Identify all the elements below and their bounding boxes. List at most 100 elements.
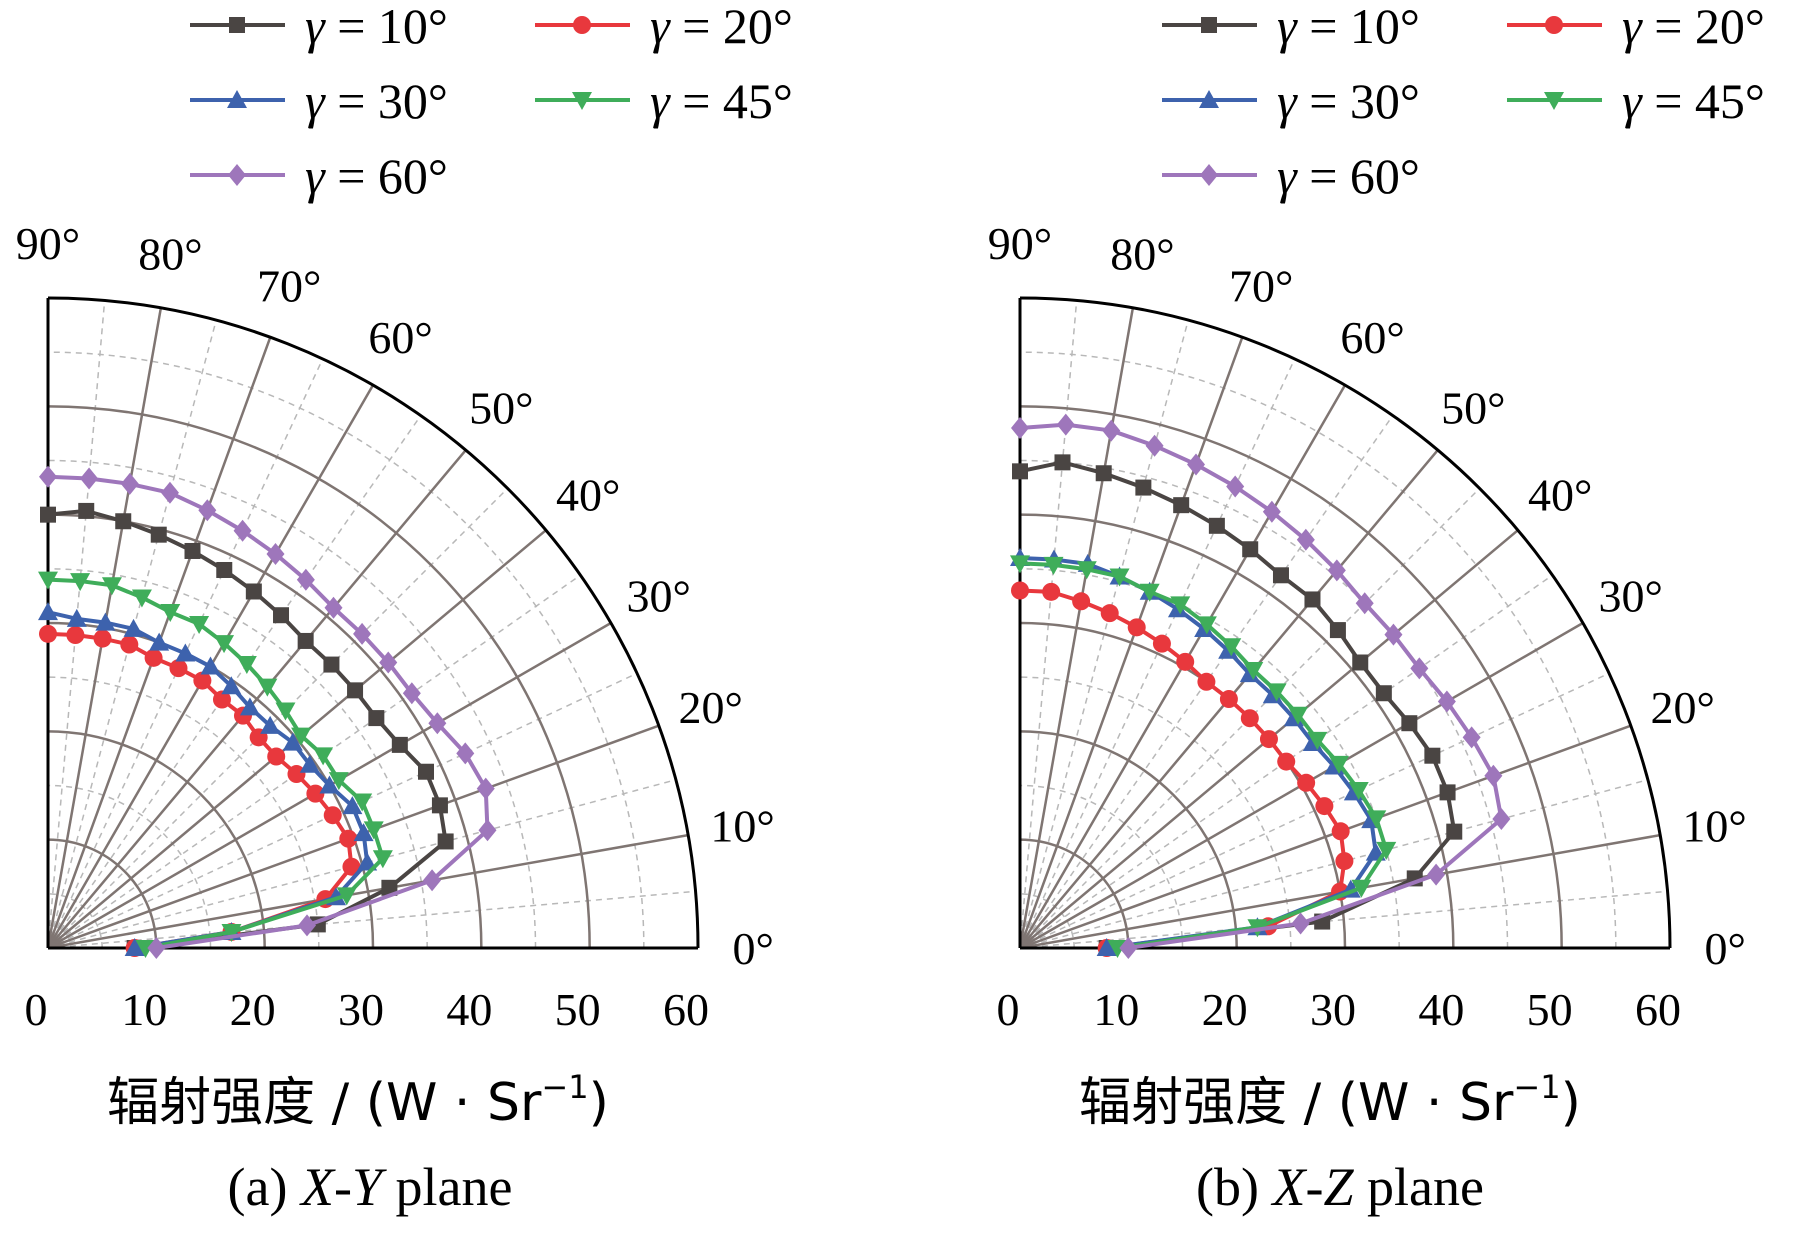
data-point <box>1348 782 1369 801</box>
angle-tick-label: 60° <box>1340 312 1404 363</box>
data-point <box>221 923 242 942</box>
legend-label: γ = 10° <box>1277 0 1420 54</box>
data-point <box>297 632 314 649</box>
data-point <box>299 754 320 773</box>
legend-marker <box>573 16 591 34</box>
angle-tick-label: 30° <box>1599 570 1663 621</box>
angle-tick-label: 80° <box>1110 228 1174 279</box>
series-γ = 45° <box>38 571 393 958</box>
angle-tick-label: 90° <box>988 218 1052 269</box>
grid-ring-minor <box>47 459 537 949</box>
data-point <box>323 806 342 825</box>
radial-tick-label: 0 <box>997 984 1020 1035</box>
data-point <box>1095 465 1112 482</box>
angle-tick-label: 30° <box>627 570 691 621</box>
data-point <box>1262 500 1281 523</box>
radial-tick-label: 30 <box>338 984 384 1035</box>
data-point <box>101 577 122 596</box>
data-point <box>1011 417 1029 439</box>
data-point <box>1010 555 1030 574</box>
series-γ = 20° <box>39 624 361 957</box>
data-point <box>1226 475 1245 498</box>
legend-marker <box>229 17 245 33</box>
radial-axis-title: 辐射强度 / (W · Sr−1) <box>1079 1068 1581 1133</box>
data-point <box>150 526 167 543</box>
data-point <box>149 632 170 651</box>
angle-tick-label: 20° <box>679 682 743 733</box>
data-point <box>1119 937 1138 959</box>
legend-label: γ = 30° <box>1277 73 1420 129</box>
data-point <box>169 659 188 678</box>
legend-label: γ = 60° <box>305 148 448 204</box>
radial-tick-label: 10 <box>121 984 167 1035</box>
data-point <box>1196 616 1217 635</box>
data-point <box>144 648 163 667</box>
data-point <box>266 542 285 565</box>
data-point <box>80 467 99 490</box>
panel-caption: (b) X-Z plane <box>1196 1157 1484 1217</box>
radial-axis-title: 辐射强度 / (W · Sr−1) <box>107 1068 609 1133</box>
data-point <box>402 682 421 705</box>
grid-spoke <box>1018 336 1244 949</box>
data-point <box>431 797 448 814</box>
data-point <box>1328 755 1349 774</box>
data-point <box>115 513 132 530</box>
grid-ring <box>47 838 158 949</box>
data-point <box>1307 731 1328 750</box>
data-point <box>216 561 233 578</box>
legend-label: γ = 10° <box>305 0 448 54</box>
series-line <box>47 474 490 950</box>
data-point <box>1043 556 1064 575</box>
data-point <box>368 710 385 727</box>
data-point <box>1410 657 1429 680</box>
series-γ = 60° <box>1011 413 1511 959</box>
data-point <box>245 583 262 600</box>
angle-tick-label: 70° <box>1229 260 1293 311</box>
data-point <box>1462 726 1481 749</box>
data-point <box>40 506 56 523</box>
data-point <box>198 499 217 522</box>
series-γ = 30° <box>38 602 378 956</box>
data-point <box>287 765 306 784</box>
radial-tick-label: 40 <box>1418 984 1464 1035</box>
series-γ = 60° <box>39 465 497 959</box>
grid-spoke <box>47 833 689 950</box>
data-point <box>1327 559 1346 582</box>
data-point <box>1145 434 1164 457</box>
legend-label: γ = 45° <box>650 73 793 129</box>
data-point <box>160 481 179 504</box>
angle-tick-label: 80° <box>138 228 202 279</box>
angle-tick-label: 10° <box>710 801 774 852</box>
data-point <box>39 465 57 488</box>
data-point <box>1437 690 1456 713</box>
legend: γ = 10° γ = 20° γ = 30° γ = 45° γ = 60° <box>190 0 793 204</box>
data-point <box>124 938 145 956</box>
data-point <box>1197 672 1216 691</box>
data-point <box>1219 690 1238 709</box>
data-point <box>1176 652 1195 671</box>
legend-marker <box>1199 90 1219 108</box>
data-point <box>1384 623 1403 646</box>
data-point <box>239 697 260 716</box>
grid-ring-minor <box>47 784 212 949</box>
data-point <box>296 568 315 591</box>
data-point <box>1208 517 1225 534</box>
legend: γ = 10° γ = 20° γ = 30° γ = 45° γ = 60° <box>1162 0 1765 204</box>
data-point <box>221 676 242 695</box>
radial-tick-label: 50 <box>1527 984 1573 1035</box>
data-point <box>1375 685 1392 702</box>
data-point <box>339 829 358 848</box>
data-point <box>184 542 201 559</box>
data-point <box>478 819 497 842</box>
radial-tick-label: 20 <box>230 984 276 1035</box>
data-point <box>291 727 312 746</box>
data-point <box>1242 541 1259 558</box>
data-point <box>189 615 210 634</box>
legend-marker <box>227 90 247 108</box>
data-point <box>1011 581 1029 600</box>
data-point <box>357 852 378 871</box>
polar-chart-xy: 0 10 20 30 40 50 60 0° 10° 20° 30°40° 50° 60° 70° 80° 9… <box>16 0 793 1217</box>
data-point <box>1102 419 1121 442</box>
grid-spoke <box>1019 724 1632 950</box>
